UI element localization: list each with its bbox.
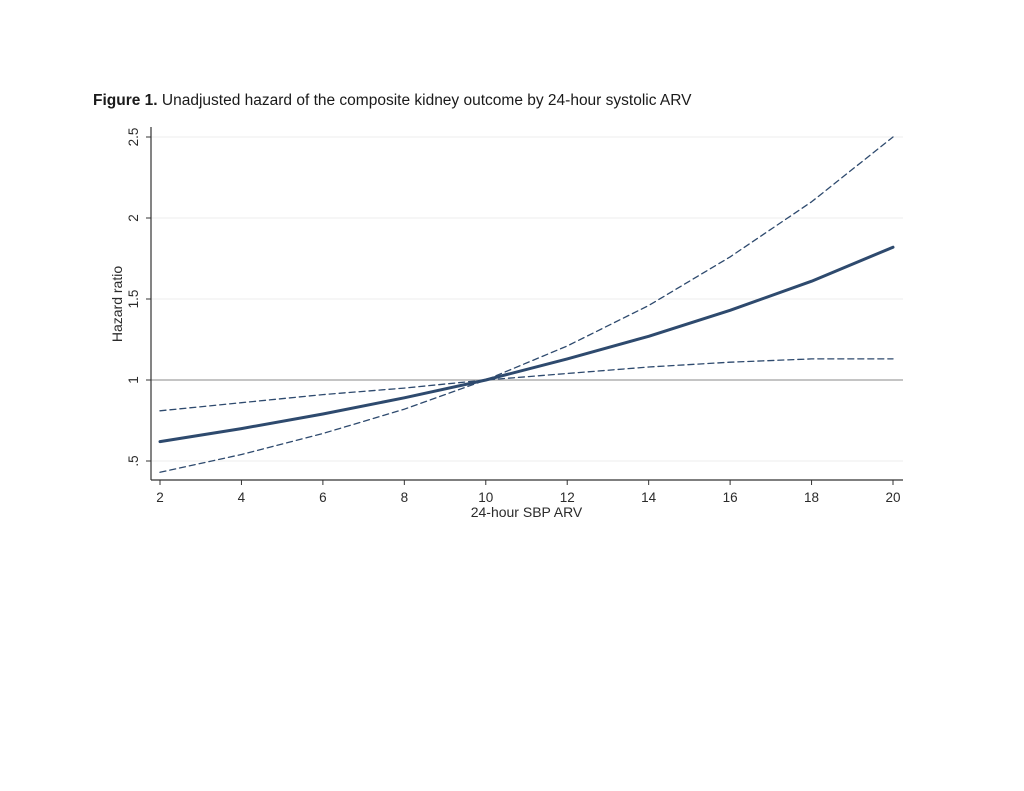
x-tick-label: 2 [156, 490, 164, 505]
y-tick-label: 2 [126, 214, 141, 222]
y-tick-label: .5 [126, 455, 141, 466]
figure-label: Figure 1. [93, 92, 158, 109]
x-tick-label: 14 [641, 490, 657, 505]
x-tick-label: 6 [319, 490, 327, 505]
confidence-bound-line-2 [159, 136, 894, 473]
figure-title: Figure 1. Unadjusted hazard of the compo… [93, 92, 692, 110]
x-tick-label: 10 [478, 490, 493, 505]
x-tick-label: 20 [885, 490, 900, 505]
y-tick-label: 2.5 [126, 128, 141, 147]
figure-caption: Unadjusted hazard of the composite kidne… [157, 92, 692, 109]
confidence-bound-line-1 [159, 358, 894, 412]
y-tick-label: 1 [126, 376, 141, 384]
y-axis-label: Hazard ratio [109, 266, 125, 342]
series-lines [158, 136, 895, 473]
x-tick-label: 8 [401, 490, 409, 505]
hazard-ratio-line [158, 245, 895, 444]
x-axis-ticks: 2 4 6 8 10 12 14 16 18 20 [156, 480, 901, 505]
x-tick-label: 18 [804, 490, 819, 505]
x-tick-label: 4 [238, 490, 246, 505]
y-tick-label: 1.5 [126, 290, 141, 309]
axes [150, 127, 903, 481]
x-tick-label: 16 [723, 490, 738, 505]
x-tick-label: 12 [560, 490, 575, 505]
grid-lines [151, 136, 903, 462]
y-axis-ticks: .5 1 1.5 2 2.5 [126, 128, 151, 467]
x-axis-label: 24-hour SBP ARV [471, 504, 583, 520]
